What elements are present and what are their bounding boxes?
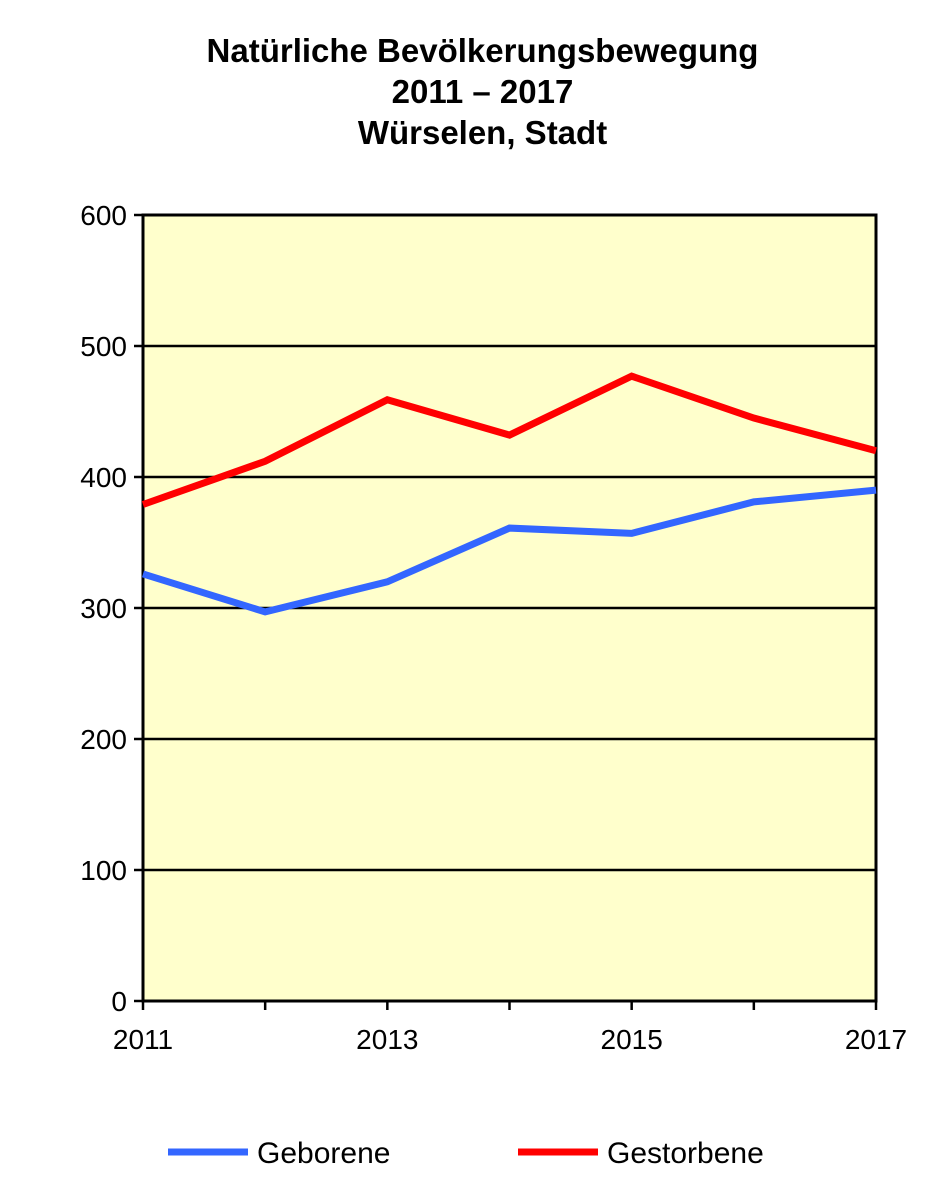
y-axis-tick-labels: 0 100 200 300 400 500 600 (80, 200, 127, 1017)
legend-label-gestorbene: Gestorbene (607, 1137, 764, 1170)
legend-item-gestorbene: Gestorbene (518, 1137, 764, 1170)
y-tick-label-500: 500 (80, 331, 127, 362)
x-tick-label-2017: 2017 (845, 1024, 907, 1055)
x-tick-label-2015: 2015 (601, 1024, 663, 1055)
y-tick-label-200: 200 (80, 724, 127, 755)
legend-item-geborene: Geborene (168, 1137, 390, 1170)
chart-title-line-2: 2011 – 2017 (391, 73, 574, 110)
series-geborene (141, 486, 877, 616)
y-tick-label-100: 100 (80, 855, 127, 886)
y-tick-label-300: 300 (80, 593, 127, 624)
x-axis-tick-labels: 2011 2013 2015 2017 (113, 1024, 907, 1055)
x-tick-label-2011: 2011 (113, 1024, 173, 1055)
y-tick-label-400: 400 (80, 462, 127, 493)
axis-ticks (134, 213, 878, 1010)
series-gestorbene (141, 372, 877, 508)
y-tick-label-0: 0 (111, 986, 127, 1017)
legend: Geborene Gestorbene (168, 1137, 764, 1170)
series-lines (141, 372, 877, 616)
grid-lines (143, 344, 876, 872)
chart-title: Natürliche Bevölkerungsbewegung 2011 – 2… (0, 30, 925, 153)
chart-title-line-3: Würselen, Stadt (357, 114, 608, 151)
y-tick-label-600: 600 (80, 200, 127, 231)
chart-title-line-1: Natürliche Bevölkerungsbewegung (206, 32, 759, 69)
legend-label-geborene: Geborene (257, 1137, 390, 1170)
x-tick-label-2013: 2013 (356, 1024, 418, 1055)
